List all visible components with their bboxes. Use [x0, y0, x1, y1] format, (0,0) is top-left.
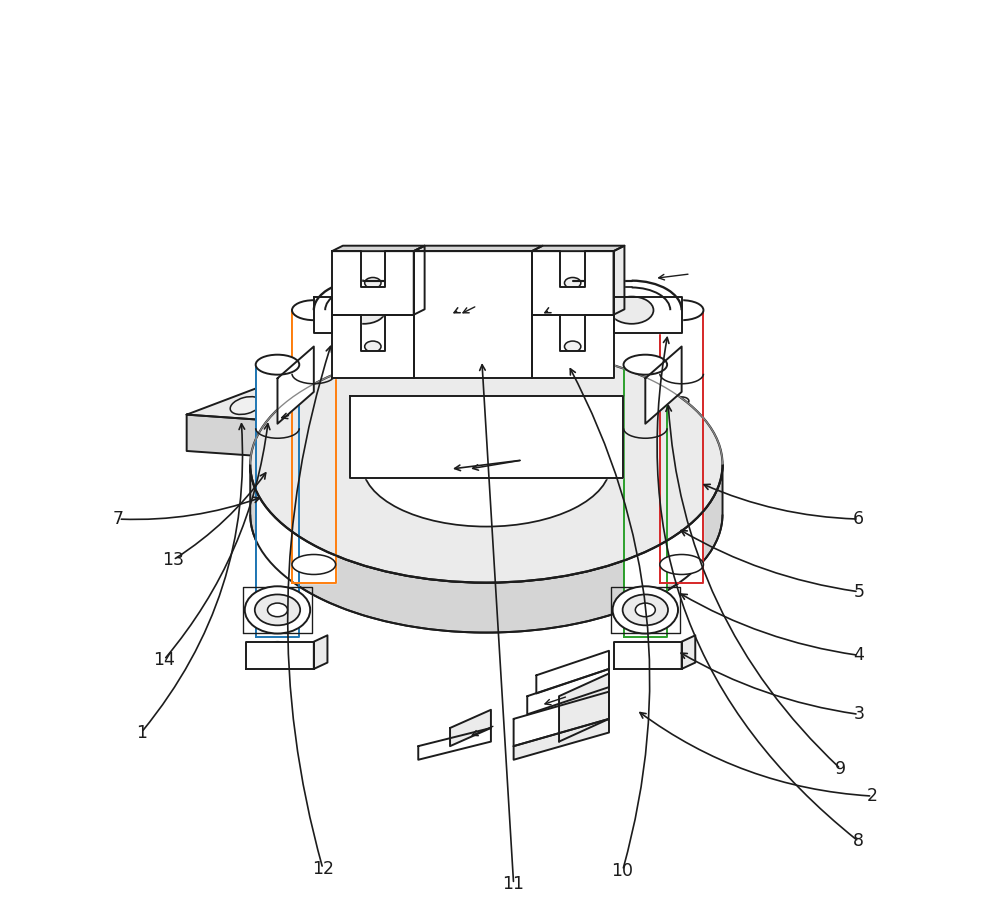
Ellipse shape — [307, 397, 321, 405]
Ellipse shape — [365, 341, 381, 352]
Ellipse shape — [256, 354, 299, 374]
Polygon shape — [382, 364, 545, 465]
Ellipse shape — [256, 609, 299, 629]
Ellipse shape — [576, 710, 593, 719]
Text: 1: 1 — [136, 723, 147, 742]
Polygon shape — [624, 364, 667, 637]
Ellipse shape — [362, 403, 610, 527]
Ellipse shape — [269, 641, 286, 650]
Ellipse shape — [307, 371, 329, 385]
Polygon shape — [332, 314, 414, 378]
Polygon shape — [246, 641, 314, 669]
Text: 10: 10 — [612, 862, 634, 879]
Ellipse shape — [638, 487, 653, 496]
Polygon shape — [614, 641, 682, 669]
Ellipse shape — [674, 397, 689, 405]
Ellipse shape — [378, 450, 395, 461]
Text: 11: 11 — [503, 875, 525, 893]
Ellipse shape — [613, 587, 678, 633]
Polygon shape — [514, 691, 609, 746]
Polygon shape — [532, 251, 614, 314]
Ellipse shape — [230, 396, 261, 415]
Text: 6: 6 — [853, 510, 864, 528]
Ellipse shape — [245, 587, 310, 633]
Text: 13: 13 — [162, 551, 184, 569]
Polygon shape — [314, 297, 332, 333]
Ellipse shape — [674, 434, 689, 442]
Polygon shape — [418, 728, 491, 760]
Ellipse shape — [250, 346, 723, 583]
Polygon shape — [314, 635, 327, 669]
Ellipse shape — [610, 297, 653, 323]
Ellipse shape — [624, 354, 667, 374]
Ellipse shape — [255, 595, 300, 625]
Text: 9: 9 — [835, 760, 846, 778]
Ellipse shape — [292, 301, 336, 320]
Ellipse shape — [637, 641, 653, 650]
Polygon shape — [256, 364, 299, 637]
Ellipse shape — [578, 414, 594, 425]
Ellipse shape — [307, 434, 321, 442]
Text: 7: 7 — [113, 510, 124, 528]
Polygon shape — [332, 251, 414, 314]
Polygon shape — [414, 246, 425, 314]
Ellipse shape — [564, 278, 581, 289]
Polygon shape — [332, 246, 425, 251]
Ellipse shape — [270, 487, 285, 496]
Ellipse shape — [635, 650, 655, 661]
Ellipse shape — [270, 452, 285, 459]
Ellipse shape — [638, 452, 653, 459]
Ellipse shape — [267, 603, 287, 617]
Polygon shape — [250, 465, 723, 632]
Text: 12: 12 — [312, 860, 334, 877]
Polygon shape — [614, 246, 624, 314]
Polygon shape — [292, 310, 336, 583]
Polygon shape — [532, 246, 624, 251]
Ellipse shape — [365, 278, 381, 289]
Ellipse shape — [564, 341, 581, 352]
Polygon shape — [514, 719, 609, 760]
Polygon shape — [187, 351, 545, 428]
Polygon shape — [559, 673, 609, 742]
Ellipse shape — [660, 555, 703, 575]
Text: 5: 5 — [853, 583, 864, 600]
Ellipse shape — [624, 609, 667, 629]
Polygon shape — [536, 650, 609, 693]
Ellipse shape — [635, 603, 655, 617]
Polygon shape — [414, 251, 532, 378]
Text: 14: 14 — [153, 650, 175, 669]
Ellipse shape — [578, 450, 594, 461]
Ellipse shape — [292, 555, 336, 575]
Ellipse shape — [660, 301, 703, 320]
Text: 8: 8 — [853, 833, 864, 851]
Polygon shape — [532, 314, 614, 378]
Ellipse shape — [623, 595, 668, 625]
Ellipse shape — [267, 650, 287, 661]
Polygon shape — [645, 346, 682, 424]
Polygon shape — [614, 297, 682, 333]
Polygon shape — [414, 246, 543, 251]
Polygon shape — [350, 396, 623, 478]
Polygon shape — [527, 669, 609, 714]
Text: 4: 4 — [853, 646, 864, 664]
Ellipse shape — [342, 297, 386, 323]
Polygon shape — [660, 310, 703, 583]
Polygon shape — [277, 346, 314, 424]
Text: 3: 3 — [853, 705, 864, 723]
Polygon shape — [187, 415, 382, 465]
Text: 2: 2 — [867, 787, 878, 805]
Polygon shape — [450, 710, 491, 746]
Ellipse shape — [378, 414, 395, 425]
Polygon shape — [682, 635, 695, 669]
